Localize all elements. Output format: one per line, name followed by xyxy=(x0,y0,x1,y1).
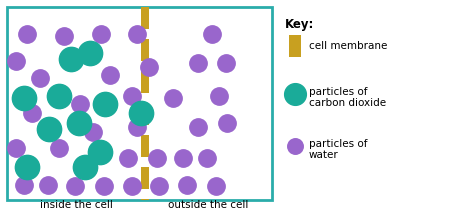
Point xyxy=(55,146,63,150)
Text: particles of: particles of xyxy=(309,87,367,97)
Point xyxy=(20,183,28,186)
Point xyxy=(203,156,211,159)
Text: Key:: Key: xyxy=(285,18,314,31)
Point xyxy=(36,77,44,80)
Point xyxy=(212,185,220,188)
Point xyxy=(100,185,108,188)
Point xyxy=(291,144,299,148)
Text: outside the cell: outside the cell xyxy=(168,200,249,210)
Point xyxy=(145,65,153,69)
Point xyxy=(44,183,52,186)
Point xyxy=(169,96,176,99)
Bar xyxy=(7,7,272,200)
Point xyxy=(97,32,105,36)
Point xyxy=(128,94,136,97)
Point xyxy=(28,111,36,115)
Bar xyxy=(289,35,301,57)
Text: water: water xyxy=(309,150,339,160)
Point xyxy=(223,121,231,124)
Point xyxy=(194,61,201,65)
Point xyxy=(89,131,97,134)
Point xyxy=(153,156,161,159)
Point xyxy=(155,185,163,188)
Point xyxy=(67,57,74,61)
Point xyxy=(133,125,141,128)
Point xyxy=(46,127,53,130)
Point xyxy=(194,125,201,128)
Point xyxy=(20,96,28,99)
Point xyxy=(291,92,299,96)
Point xyxy=(133,32,141,36)
Point xyxy=(23,165,31,169)
Point xyxy=(183,183,191,186)
Point xyxy=(222,61,229,65)
Point xyxy=(96,150,103,153)
Bar xyxy=(141,71,149,93)
Point xyxy=(101,102,109,105)
Point xyxy=(71,185,78,188)
Point xyxy=(180,156,187,159)
Bar xyxy=(141,39,149,61)
Point xyxy=(75,121,82,124)
Point xyxy=(23,32,31,36)
Text: inside the cell: inside the cell xyxy=(39,200,112,210)
Bar xyxy=(141,135,149,157)
Bar xyxy=(141,199,149,200)
Bar xyxy=(141,103,149,125)
Point xyxy=(124,156,131,159)
Point xyxy=(12,59,20,63)
Point xyxy=(215,94,223,97)
Text: carbon dioxide: carbon dioxide xyxy=(309,98,386,108)
Point xyxy=(128,185,136,188)
Point xyxy=(12,146,20,150)
Point xyxy=(209,32,216,36)
Text: particles of: particles of xyxy=(309,139,367,149)
Text: cell membrane: cell membrane xyxy=(309,41,387,51)
Point xyxy=(87,52,94,55)
Point xyxy=(107,73,114,76)
Point xyxy=(137,111,145,115)
Point xyxy=(55,94,63,97)
Point xyxy=(82,165,89,169)
Bar xyxy=(141,167,149,189)
Point xyxy=(60,34,68,38)
Bar xyxy=(141,7,149,29)
Point xyxy=(76,102,84,105)
